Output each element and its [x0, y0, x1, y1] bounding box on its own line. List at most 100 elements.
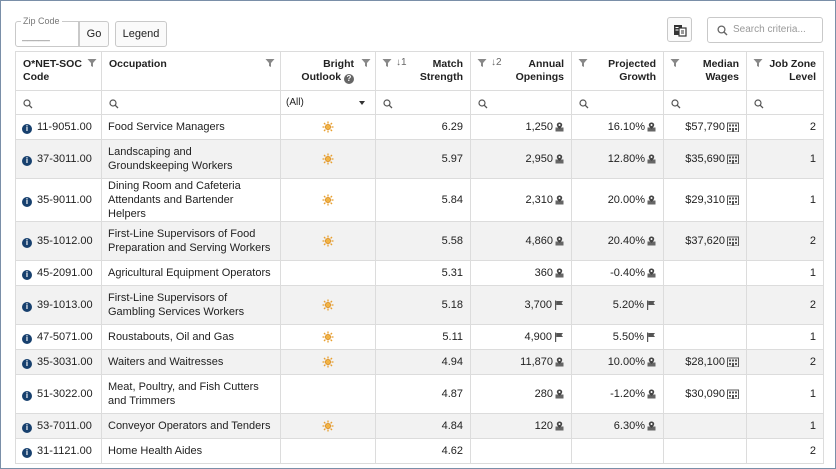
filter-funnel-icon[interactable] [265, 58, 275, 68]
filter-funnel-icon[interactable] [753, 58, 763, 68]
column-header-job-zone[interactable]: Job Zone Level [746, 51, 824, 91]
column-header-occupation[interactable]: Occupation [101, 51, 281, 91]
map-pin-icon [553, 420, 564, 432]
table-row[interactable]: i 45-2091.00 Agricultural Equipment Operat… [15, 260, 824, 286]
occupation-link[interactable]: Landscaping and Groundskeeping Workers [108, 146, 233, 172]
column-header-projected-growth[interactable]: Projected Growth [571, 51, 664, 91]
median-wages-value: $29,310 [685, 194, 725, 206]
legend-button[interactable]: Legend [115, 21, 167, 47]
flag-icon [644, 299, 656, 311]
filter-cell-annual-openings[interactable] [470, 90, 572, 115]
projected-growth-value: -0.40% [610, 267, 645, 279]
filter-funnel-icon[interactable] [361, 58, 371, 68]
bright-outlook-filter-value: (All) [286, 97, 304, 108]
table-row[interactable]: i 51-3022.00 Meat, Poultry, and Fish Cutte… [15, 374, 824, 414]
median-wages-cell: $35,690 [663, 139, 747, 179]
column-header-annual-openings[interactable]: ↓2 Annual Openings [470, 51, 572, 91]
column-header-match-strength[interactable]: ↓1 Match Strength [375, 51, 471, 91]
projected-growth-cell: 5.20% [571, 285, 664, 325]
occupation-link[interactable]: First-Line Supervisors of Gambling Servi… [108, 292, 245, 318]
filter-funnel-icon[interactable] [477, 58, 487, 68]
info-icon[interactable]: i [22, 302, 32, 312]
zip-code-field[interactable]: Zip Code [15, 15, 79, 47]
annual-openings-cell: 2,950 [470, 139, 572, 179]
info-icon[interactable]: i [22, 197, 32, 207]
match-strength-cell: 5.58 [375, 221, 471, 261]
filter-cell-projected-growth[interactable] [571, 90, 664, 115]
occupation-link[interactable]: Waiters and Waitresses [108, 356, 224, 368]
info-icon[interactable]: i [22, 238, 32, 248]
bright-outlook-sun-icon [322, 121, 334, 133]
building-icon [725, 388, 739, 400]
info-icon[interactable]: i [22, 156, 32, 166]
occupation-link[interactable]: Conveyor Operators and Tenders [108, 420, 271, 432]
filter-funnel-icon[interactable] [87, 58, 97, 68]
info-icon[interactable]: i [22, 359, 32, 369]
info-icon[interactable]: i [22, 124, 32, 134]
occupation-link[interactable]: Meat, Poultry, and Fish Cutters and Trim… [108, 381, 259, 407]
flag-icon [552, 331, 564, 343]
column-header-bright-outlook[interactable]: Bright Outlook ? [280, 51, 376, 91]
job-zone-cell: 1 [746, 139, 824, 179]
filter-cell-code[interactable] [15, 90, 102, 115]
export-button[interactable] [667, 17, 692, 42]
zip-code-input[interactable] [22, 31, 72, 42]
occupation-cell: Home Health Aides [101, 438, 281, 464]
filter-cell-occupation[interactable] [101, 90, 281, 115]
occupation-cell: Agricultural Equipment Operators [101, 260, 281, 286]
info-icon[interactable]: i [22, 448, 32, 458]
info-icon[interactable]: i [22, 334, 32, 344]
median-wages-cell [663, 438, 747, 464]
job-zone-cell: 1 [746, 374, 824, 414]
filter-cell-median-wages[interactable] [663, 90, 747, 115]
go-button[interactable]: Go [79, 21, 109, 47]
table-row[interactable]: i 35-3031.00 Waiters and Waitresses 4.94 11,… [15, 349, 824, 375]
filter-cell-job-zone[interactable] [746, 90, 824, 115]
table-row[interactable]: i 53-7011.00 Conveyor Operators and Tender… [15, 413, 824, 439]
search-input[interactable] [733, 24, 819, 35]
table-body: i 11-9051.00 Food Service Managers 6.29 1,25… [15, 114, 824, 464]
occupation-link[interactable]: Dining Room and Cafeteria Attendants and… [108, 180, 241, 220]
map-pin-icon [645, 267, 656, 279]
annual-openings-cell: 120 [470, 413, 572, 439]
info-icon[interactable]: i [22, 423, 32, 433]
table-row[interactable]: i 35-9011.00 Dining Room and Cafeteria Att… [15, 178, 824, 222]
occupation-link[interactable]: Food Service Managers [108, 121, 225, 133]
bright-outlook-sun-icon [322, 153, 334, 165]
occupation-link[interactable]: Home Health Aides [108, 445, 203, 457]
job-zone-cell: 2 [746, 285, 824, 325]
bright-outlook-filter-select[interactable]: (All) [280, 90, 376, 115]
search-icon [23, 99, 33, 109]
column-header-median-wages[interactable]: Median Wages [663, 51, 747, 91]
search-icon [579, 99, 589, 109]
projected-growth-value: 12.80% [607, 153, 645, 165]
soc-code: 35-9011.00 [37, 194, 92, 206]
soc-code: 35-3031.00 [37, 356, 93, 368]
table-row[interactable]: i 39-1013.00 First-Line Supervisors of Gam… [15, 285, 824, 325]
filter-funnel-icon[interactable] [578, 58, 588, 68]
table-row[interactable]: i 37-3011.00 Landscaping and Groundskeepin… [15, 139, 824, 179]
map-pin-icon [645, 153, 656, 165]
table-row[interactable]: i 11-9051.00 Food Service Managers 6.29 1,25… [15, 114, 824, 140]
filter-funnel-icon[interactable] [670, 58, 680, 68]
occupation-link[interactable]: Roustabouts, Oil and Gas [108, 331, 234, 343]
occupation-link[interactable]: Agricultural Equipment Operators [108, 267, 271, 279]
column-header-code[interactable]: O*NET-SOC Code [15, 51, 102, 91]
job-zone-cell: 2 [746, 349, 824, 375]
occupation-link[interactable]: First-Line Supervisors of Food Preparati… [108, 228, 271, 254]
table-row[interactable]: i 47-5071.00 Roustabouts, Oil and Gas 5.11 4… [15, 324, 824, 350]
info-icon[interactable]: i [22, 391, 32, 401]
table-row[interactable]: i 31-1121.00 Home Health Aides 4.62 2 [15, 438, 824, 464]
filter-funnel-icon[interactable] [382, 58, 392, 68]
search-box[interactable] [707, 17, 823, 43]
column-label-code: O*NET-SOC Code [23, 58, 82, 83]
match-strength-cell: 5.11 [375, 324, 471, 350]
table-row[interactable]: i 35-1012.00 First-Line Supervisors of Foo… [15, 221, 824, 261]
bright-outlook-cell [280, 114, 376, 140]
annual-openings-value: 3,700 [524, 299, 552, 311]
column-label-projected-growth: Projected Growth [608, 58, 656, 83]
match-strength-cell: 5.97 [375, 139, 471, 179]
info-icon[interactable]: i [22, 270, 32, 280]
filter-cell-match-strength[interactable] [375, 90, 471, 115]
help-icon[interactable]: ? [344, 74, 354, 84]
